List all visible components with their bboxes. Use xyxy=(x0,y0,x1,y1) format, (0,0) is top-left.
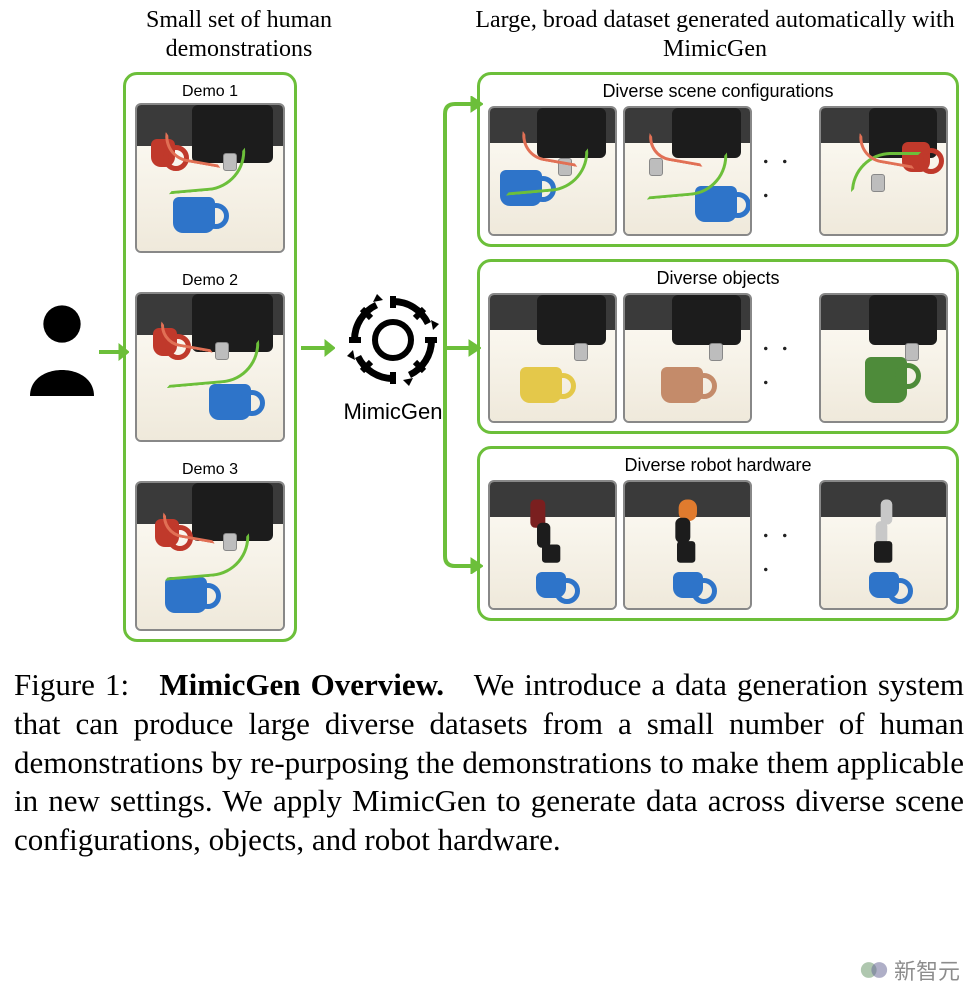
demo-label: Demo 3 xyxy=(135,461,285,479)
demo-thumb-2 xyxy=(135,292,285,442)
gear-label: MimicGen xyxy=(337,399,449,425)
caption-body: We introduce a data generation system th… xyxy=(14,667,964,857)
output-column: Diverse scene configurations . . . xyxy=(477,72,959,621)
watermark-text: 新智元 xyxy=(894,954,960,986)
arrow-icon xyxy=(99,340,129,364)
output-row: . . . xyxy=(488,293,948,423)
demo-label: Demo 2 xyxy=(135,272,285,290)
scene-thumb xyxy=(819,106,948,236)
mimicgen-gear: MimicGen xyxy=(337,290,449,425)
demo-slot-3: Demo 3 xyxy=(135,461,285,631)
robot-thumb xyxy=(819,480,948,610)
demo-thumb-3 xyxy=(135,481,285,631)
caption-figlabel: Figure 1: xyxy=(14,667,129,702)
ellipsis: . . . xyxy=(758,137,813,205)
watermark: 新智元 xyxy=(860,954,960,986)
robot-arm-gray-icon xyxy=(859,495,909,571)
output-title: Diverse robot hardware xyxy=(488,455,948,476)
object-thumb xyxy=(819,293,948,423)
output-objects: Diverse objects . . . xyxy=(477,259,959,434)
demos-box: Demo 1 Demo 2 Demo 3 xyxy=(123,72,297,642)
ellipsis: . . . xyxy=(758,511,813,579)
arrow-branch-icon xyxy=(443,96,483,356)
ellipsis: . . . xyxy=(758,324,813,392)
person-icon xyxy=(19,300,105,401)
watermark-logo-icon xyxy=(860,956,888,984)
scene-thumb xyxy=(488,106,617,236)
demo-label: Demo 1 xyxy=(135,83,285,101)
caption-title: MimicGen Overview. xyxy=(159,667,444,702)
demo-slot-2: Demo 2 xyxy=(135,272,285,442)
demo-thumb-1 xyxy=(135,103,285,253)
output-row: . . . xyxy=(488,106,948,236)
figure-caption: Figure 1: MimicGen Overview. We introduc… xyxy=(14,666,964,860)
robot-thumb xyxy=(488,480,617,610)
output-title: Diverse scene configurations xyxy=(488,81,948,102)
demo-slot-1: Demo 1 xyxy=(135,83,285,253)
arrow-branch-icon xyxy=(443,344,483,574)
output-robots: Diverse robot hardware xyxy=(477,446,959,621)
output-row: . . . xyxy=(488,480,948,610)
object-thumb xyxy=(488,293,617,423)
arrow-icon xyxy=(301,336,335,360)
figure-area: Small set of human demonstrations Large,… xyxy=(9,0,969,660)
header-right: Large, broad dataset generated automatic… xyxy=(465,6,965,64)
robot-thumb xyxy=(623,480,752,610)
gear-icon xyxy=(343,290,443,390)
output-title: Diverse objects xyxy=(488,268,948,289)
object-thumb xyxy=(623,293,752,423)
output-scene-configs: Diverse scene configurations . . . xyxy=(477,72,959,247)
robot-arm-red-icon xyxy=(527,495,577,571)
robot-arm-orange-icon xyxy=(662,495,712,571)
header-left: Small set of human demonstrations xyxy=(109,6,369,64)
scene-thumb xyxy=(623,106,752,236)
